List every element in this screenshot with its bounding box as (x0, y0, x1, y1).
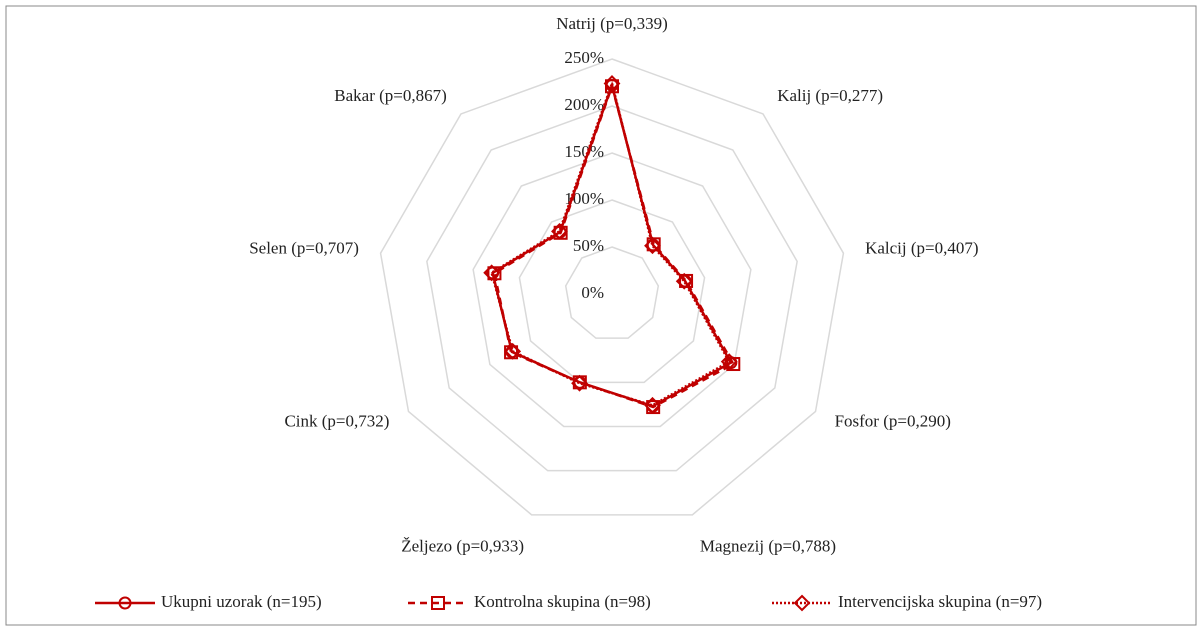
data-point (571, 374, 588, 392)
category-label: Fosfor (p=0,290) (835, 411, 951, 430)
y-tick-label: 0% (581, 283, 604, 302)
legend-marker (431, 596, 445, 610)
legend-label: Intervencijska skupina (n=97) (838, 592, 1042, 611)
category-label: Kalcij (p=0,407) (865, 238, 978, 257)
category-label: Željezo (p=0,933) (401, 536, 524, 555)
legend-marker (118, 596, 132, 610)
data-point (644, 237, 661, 255)
legend-label: Ukupni uzorak (n=195) (161, 592, 322, 611)
category-label: Cink (p=0,732) (284, 411, 389, 430)
chart-border (5, 5, 1197, 626)
category-label: Magnezij (p=0,788) (700, 536, 836, 555)
data-point (551, 222, 568, 240)
y-tick-label: 150% (564, 142, 604, 161)
y-tick-label: 50% (573, 236, 604, 255)
grid-ring (426, 105, 798, 472)
grid-ring (472, 152, 752, 428)
data-point (483, 264, 501, 282)
category-label: Selen (p=0,707) (249, 238, 359, 257)
data-point (675, 272, 693, 290)
data-point (605, 79, 619, 94)
grid-ring (518, 199, 706, 384)
category-label: Kalij (p=0,277) (777, 86, 883, 105)
legend-label: Kontrolna skupina (n=98) (474, 592, 651, 611)
series-line (490, 79, 731, 407)
grid-ring (379, 58, 845, 516)
grid-ring (564, 246, 660, 339)
category-label: Bakar (p=0,867) (334, 86, 447, 105)
data-point (504, 342, 522, 360)
data-point (720, 353, 738, 371)
category-label: Natrij (p=0,339) (556, 14, 668, 33)
data-point (644, 396, 661, 414)
data-point (603, 75, 621, 92)
y-tick-label: 200% (564, 95, 604, 114)
y-tick-label: 250% (564, 48, 604, 67)
legend-marker (793, 594, 811, 612)
